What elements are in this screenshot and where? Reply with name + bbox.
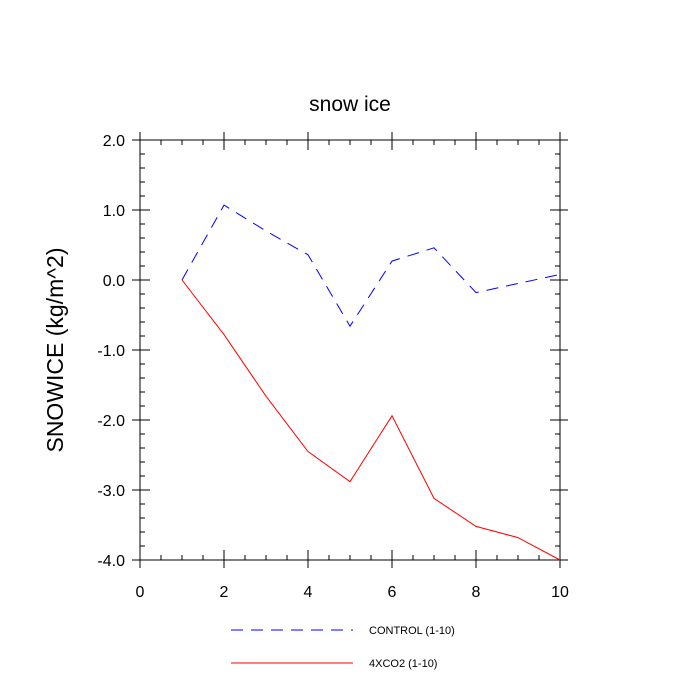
x-tick-label: 0 [136, 584, 145, 601]
chart-title: snow ice [309, 93, 391, 116]
y-tick-label: 2.0 [103, 133, 125, 150]
plot-frame [139, 139, 561, 561]
plot-area: 0 2 4 6 8 10 -4.0 -3.0 -2.0 -1.0 0.0 1.0 2.0 [97, 132, 569, 601]
y-tick-label: 1.0 [103, 203, 125, 220]
legend: CONTROL (1-10) 4XCO2 (1-10) [231, 625, 455, 670]
series-line-1 [181, 204, 561, 328]
y-tick-label: 0.0 [103, 273, 125, 290]
legend-label-1: CONTROL (1-10) [369, 625, 455, 637]
y-tick-label: -4.0 [97, 553, 125, 570]
x-tick-label: 8 [472, 584, 481, 601]
x-tick-label: 6 [388, 584, 397, 601]
y-axis-ticks: -4.0 -3.0 -2.0 -1.0 0.0 1.0 2.0 [97, 133, 568, 570]
x-tick-label: 10 [551, 584, 569, 601]
y-tick-label: -3.0 [97, 483, 125, 500]
x-axis-ticks: 0 2 4 6 8 10 [136, 132, 569, 601]
y-axis-label: SNOWICE (kg/m^2) [42, 247, 68, 452]
x-tick-label: 4 [304, 584, 313, 601]
x-tick-label: 2 [220, 584, 229, 601]
series-line-2 [181, 279, 561, 561]
y-tick-label: -2.0 [97, 413, 125, 430]
legend-label-2: 4XCO2 (1-10) [369, 658, 437, 670]
y-tick-label: -1.0 [97, 343, 125, 360]
